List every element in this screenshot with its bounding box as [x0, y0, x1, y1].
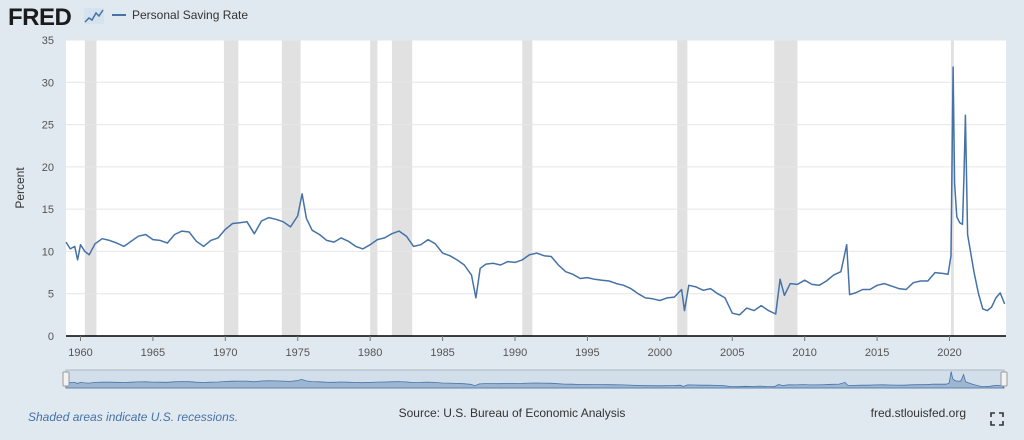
recession-band [774, 40, 798, 336]
y-axis-label: Percent [13, 167, 27, 209]
fred-logo[interactable]: FRED [8, 4, 72, 31]
x-tick-label: 2005 [720, 347, 744, 359]
y-tick-label: 35 [42, 35, 54, 47]
x-tick-label: 1965 [141, 347, 165, 359]
recession-band [522, 40, 533, 336]
recession-band [223, 40, 239, 336]
navigator-handle [62, 371, 70, 387]
recession-band [391, 40, 413, 336]
recession-band [370, 40, 378, 336]
x-tick-label: 2015 [865, 347, 889, 359]
y-tick-label: 25 [42, 120, 54, 132]
chart-line-icon [84, 8, 104, 24]
recession-band [84, 40, 97, 336]
y-tick-label: 10 [42, 246, 54, 258]
y-tick-label: 30 [42, 77, 54, 89]
x-tick-label: 2010 [792, 347, 816, 359]
site-link[interactable]: fred.stlouisfed.org [870, 406, 966, 420]
fullscreen-icon[interactable] [990, 412, 1004, 426]
legend-label: Personal Saving Rate [132, 8, 249, 22]
navigator-series [65, 371, 1005, 389]
x-tick-label: 1975 [285, 347, 309, 359]
x-tick-label: 1985 [430, 347, 454, 359]
x-tick-label: 1960 [68, 347, 92, 359]
recession-note: Shaded areas indicate U.S. recessions. [28, 410, 239, 424]
line-chart[interactable]: 0 5 10 15 20 25 30 35 1960 1965 1970 1975 1980 1985 19… [0, 30, 1024, 400]
x-tick-label: 1990 [503, 347, 527, 359]
chart-header: FRED Personal Saving Rate [0, 0, 1024, 36]
y-tick-label: 0 [48, 331, 54, 343]
legend-swatch [112, 14, 126, 16]
series-line [65, 66, 1006, 316]
x-tick-label: 1980 [358, 347, 382, 359]
x-tick-label: 1995 [575, 347, 599, 359]
source-note: Source: U.S. Bureau of Economic Analysis [398, 406, 626, 420]
y-tick-label: 15 [42, 204, 54, 216]
x-tick-label: 2000 [648, 347, 672, 359]
y-tick-label: 20 [42, 162, 54, 174]
x-tick-label: 1970 [213, 347, 237, 359]
recession-band [281, 40, 301, 336]
x-tick-label: 2020 [937, 347, 961, 359]
navigator-handle [1000, 371, 1008, 387]
y-tick-label: 5 [48, 289, 54, 301]
legend[interactable]: Personal Saving Rate [112, 8, 248, 22]
plot-area [66, 40, 1006, 336]
recession-band [677, 40, 688, 336]
